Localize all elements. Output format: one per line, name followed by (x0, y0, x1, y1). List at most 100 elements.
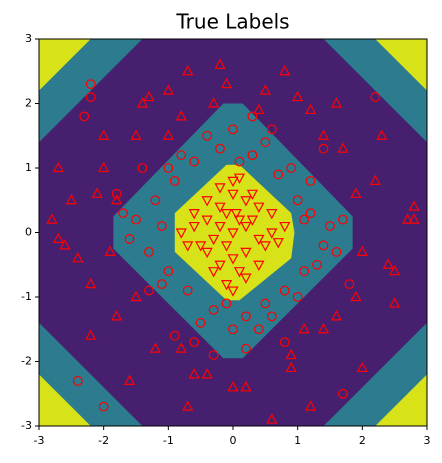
point (220, 77, 233, 89)
point (169, 330, 180, 341)
point (279, 64, 291, 76)
point (175, 110, 187, 121)
point (233, 215, 246, 226)
point (98, 401, 109, 412)
point (350, 187, 362, 198)
point (175, 228, 187, 239)
point (156, 279, 167, 290)
point (234, 156, 245, 167)
point (214, 183, 226, 194)
point (201, 247, 213, 259)
point (98, 161, 110, 173)
point (208, 305, 219, 315)
point (338, 388, 348, 399)
point (408, 213, 420, 224)
point (272, 238, 284, 249)
point (227, 254, 239, 265)
tick-label: -1 (163, 434, 174, 447)
point (220, 241, 233, 252)
point (227, 176, 239, 188)
point (72, 375, 83, 386)
point (188, 221, 200, 233)
point (131, 214, 141, 225)
point (130, 129, 142, 140)
point (338, 214, 348, 225)
point (382, 258, 394, 269)
point (182, 285, 193, 296)
point (376, 129, 388, 140)
point (292, 292, 303, 302)
point (85, 277, 97, 289)
point (247, 150, 258, 161)
tick-label: 0 (25, 226, 32, 239)
point (356, 361, 368, 373)
point (318, 143, 329, 154)
tick-label: 1 (25, 161, 32, 174)
point (228, 324, 238, 335)
point (260, 298, 271, 309)
point (253, 103, 265, 115)
tick-label: -1 (21, 290, 32, 303)
point (111, 188, 122, 199)
point (214, 260, 226, 272)
point (52, 161, 65, 173)
point (240, 247, 252, 259)
point (163, 163, 174, 173)
point (220, 280, 233, 291)
point (215, 143, 225, 154)
tick-label: 3 (25, 32, 32, 45)
point (317, 322, 330, 334)
tick-label: -2 (21, 355, 32, 368)
point (233, 267, 246, 278)
point (389, 297, 401, 308)
tick-label: -3 (21, 419, 32, 432)
point (110, 310, 123, 321)
point (259, 84, 271, 95)
point (175, 342, 187, 353)
point (227, 189, 239, 201)
chart-title: True Labels (175, 10, 289, 34)
point (253, 324, 264, 335)
point (118, 208, 128, 219)
point (240, 381, 252, 392)
point (298, 322, 310, 334)
point (337, 142, 349, 153)
point (259, 241, 271, 252)
point (195, 241, 207, 252)
point (266, 209, 278, 220)
tick-label: 2 (359, 434, 366, 447)
point (46, 213, 58, 224)
point (59, 239, 71, 250)
tick-label: -2 (98, 434, 109, 447)
point (98, 129, 110, 140)
point (330, 310, 343, 321)
point (72, 252, 84, 263)
point (201, 196, 213, 207)
point (389, 264, 401, 276)
point (195, 317, 206, 328)
point (305, 208, 316, 219)
point (207, 234, 220, 246)
point (202, 130, 213, 141)
point (201, 215, 213, 226)
point (149, 342, 162, 353)
point (318, 240, 329, 251)
point (279, 221, 291, 233)
point (299, 214, 310, 225)
point (266, 413, 278, 424)
point (207, 267, 220, 278)
point (246, 189, 259, 201)
point (369, 174, 381, 185)
point (91, 187, 103, 198)
point (253, 234, 265, 246)
point (285, 348, 297, 360)
point (104, 245, 116, 256)
point (176, 150, 187, 161)
point (130, 290, 142, 302)
point (266, 311, 277, 322)
point (85, 329, 97, 340)
tick-label: 0 (230, 434, 237, 447)
point (246, 215, 259, 226)
point (286, 163, 297, 173)
